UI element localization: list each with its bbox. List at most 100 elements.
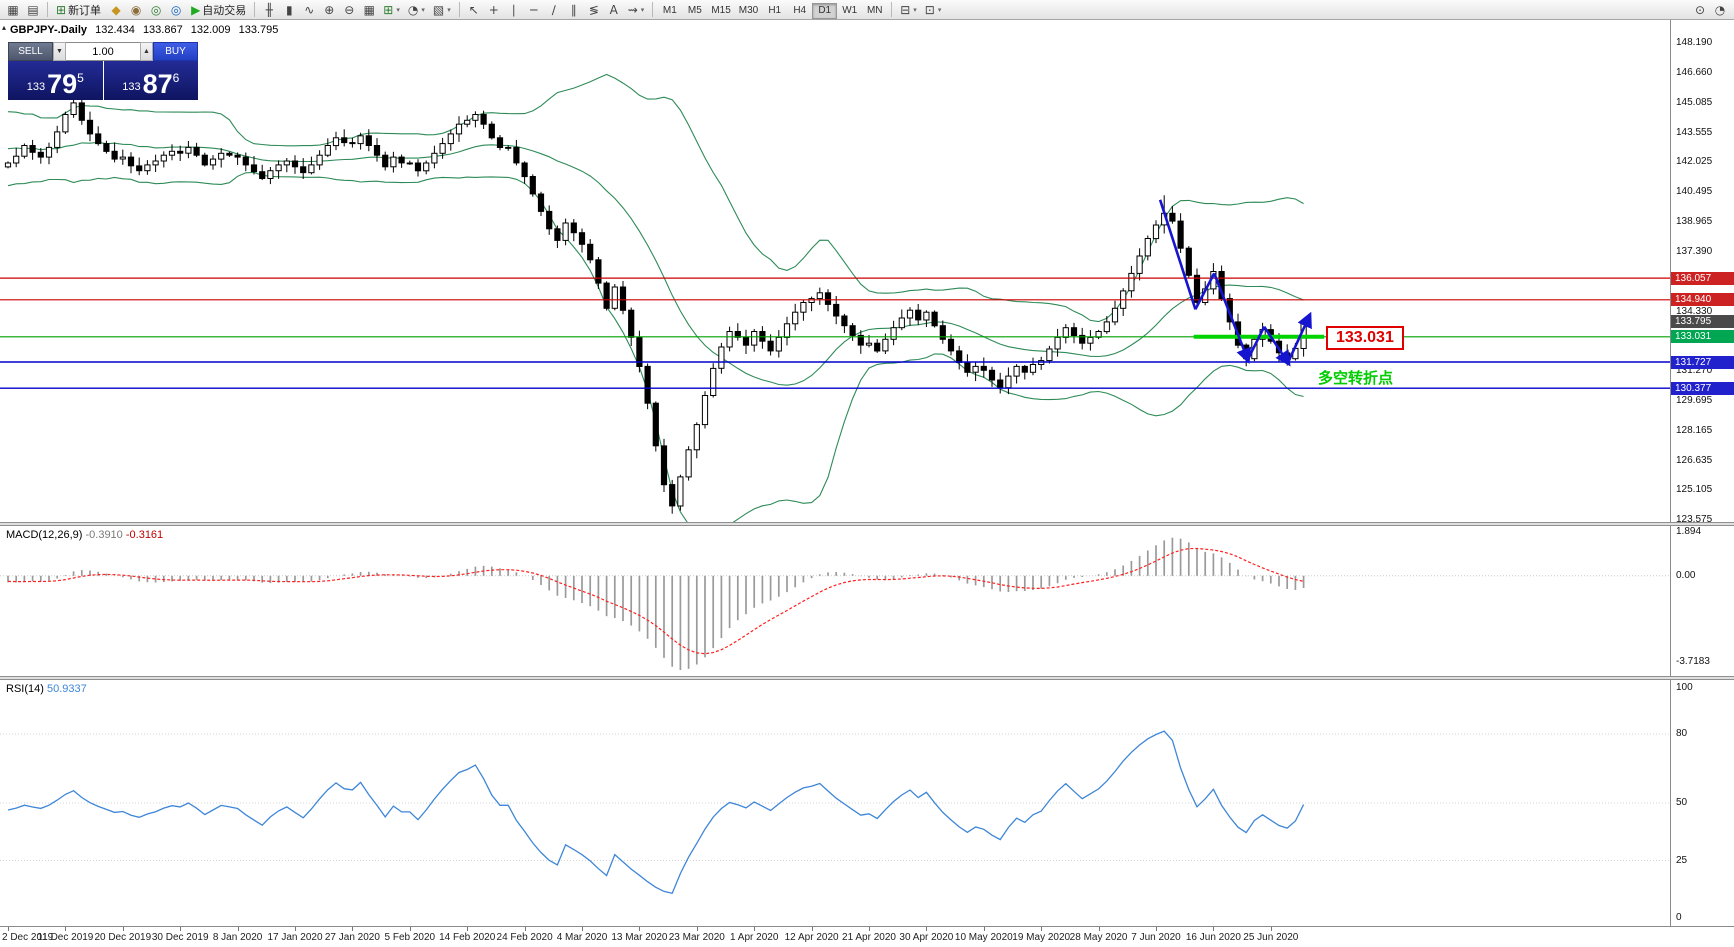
toolbar-separator bbox=[254, 2, 256, 17]
arrows-icon[interactable]: ⇝ ▾ bbox=[624, 1, 649, 19]
toolbar: ▦ ▤ ⊞ 新订单 ◆ ◉ ◎ ◎ ▶ 自动交易 ╫ ▮ ∿ ⊕ ⊖ ▦ ⊞ ▾ ◔ ▾ ▧ ▾ ↖ + ∣ ─ ∕ ∥… bbox=[0, 0, 1734, 20]
channel-icon: ∥ bbox=[570, 2, 577, 17]
main-chart-canvas[interactable] bbox=[0, 20, 1670, 522]
price-axis[interactable]: 148.190 146.660 145.085 143.555 142.025 140.4… bbox=[1670, 20, 1734, 525]
turning-point-note[interactable]: 多空转折点 bbox=[1318, 369, 1394, 387]
zigzag-arrows[interactable] bbox=[1158, 199, 1312, 367]
template-menu-icon[interactable]: ⊟ ▾ bbox=[896, 1, 921, 19]
one-click-collapse-button[interactable]: ▴ bbox=[2, 23, 7, 32]
new-order-button[interactable]: ⊞ 新订单 bbox=[52, 1, 105, 19]
rsi-label: RSI(14) 50.9337 bbox=[6, 683, 87, 695]
rsi-canvas[interactable] bbox=[0, 680, 1670, 926]
tile-windows-icon[interactable]: ▦ bbox=[359, 1, 379, 19]
alerts-icon[interactable]: ◉ bbox=[126, 1, 146, 19]
level-lines[interactable] bbox=[0, 277, 1670, 389]
bar-chart-icon[interactable]: ╫ bbox=[259, 1, 279, 19]
macd-canvas[interactable] bbox=[0, 526, 1670, 676]
autotrading-play-icon: ▶ bbox=[191, 2, 201, 17]
navigator-icon[interactable]: ◎ bbox=[166, 1, 186, 19]
timeframe-mn[interactable]: MN bbox=[862, 3, 887, 19]
search-icon[interactable]: ⊙ bbox=[1690, 1, 1710, 19]
date-label: 12 Apr 2020 bbox=[784, 932, 839, 943]
chart-profiles-icon[interactable]: ▤ bbox=[23, 1, 43, 19]
timeframe-d1[interactable]: D1 bbox=[812, 2, 838, 19]
sell-price-panel[interactable]: 133 79 5 bbox=[8, 61, 103, 100]
cursor-icon[interactable]: ↖ bbox=[464, 1, 484, 19]
timeframe-w1[interactable]: W1 bbox=[837, 3, 862, 19]
channel-icon[interactable]: ∥ bbox=[564, 1, 584, 19]
timeframe-m5[interactable]: M5 bbox=[682, 3, 707, 19]
timeframe-m15[interactable]: M15 bbox=[707, 3, 734, 19]
autotrading-button[interactable]: ▶ 自动交易 bbox=[187, 1, 250, 19]
metaeditor-icon[interactable]: ◆ bbox=[106, 1, 126, 19]
rsi-tick: 50 bbox=[1676, 797, 1688, 808]
date-tick bbox=[1041, 927, 1043, 931]
date-label: 11 Dec 2019 bbox=[37, 932, 94, 943]
main-chart-panel: ▴ GBPJPY-.Daily 132.434 133.867 132.009 … bbox=[0, 20, 1734, 525]
date-label: 17 Jan 2020 bbox=[267, 932, 323, 943]
sell-price-big: 79 bbox=[47, 69, 78, 99]
rsi-tick: 0 bbox=[1676, 912, 1682, 923]
volume-up-button[interactable]: ▲ bbox=[140, 42, 153, 61]
date-tick bbox=[409, 927, 411, 931]
price-callout[interactable]: 133.031 bbox=[1326, 325, 1404, 350]
buy-price-panel[interactable]: 133 87 6 bbox=[103, 61, 198, 100]
candlestick-chart-icon[interactable]: ▮ bbox=[279, 1, 299, 19]
fibonacci-icon: ≶ bbox=[588, 2, 599, 17]
timeframes-group: M1 M5 M15 M30 H1 H4 D1 W1 MN bbox=[657, 0, 887, 19]
periods-icon[interactable]: ◔ ▾ bbox=[404, 1, 429, 19]
date-label: 8 Jan 2020 bbox=[212, 932, 263, 943]
chart-title: GBPJPY-.Daily 132.434 133.867 132.009 13… bbox=[10, 24, 283, 36]
horizontal-line-icon[interactable]: ─ bbox=[524, 1, 544, 19]
zoom-out-icon: ⊖ bbox=[344, 2, 355, 17]
chart-profiles-icon: ▤ bbox=[27, 2, 39, 17]
date-label: 2 Dec 2019 bbox=[2, 932, 54, 943]
sell-button[interactable]: SELL bbox=[8, 42, 53, 61]
buy-button[interactable]: BUY bbox=[153, 42, 198, 61]
notifications-icon: ◔ bbox=[1714, 3, 1726, 17]
volume-input[interactable] bbox=[66, 43, 140, 60]
timeframe-m30[interactable]: M30 bbox=[735, 3, 762, 19]
panel-divider[interactable] bbox=[0, 522, 1734, 526]
high-value: 133.867 bbox=[142, 24, 183, 36]
rsi-name: RSI(14) bbox=[6, 683, 44, 695]
time-axis[interactable]: 2 Dec 2019 11 Dec 2019 20 Dec 2019 30 Dec 2… bbox=[0, 926, 1734, 947]
market-watch-icon[interactable]: ◎ bbox=[146, 1, 166, 19]
rsi-axis[interactable]: 100 80 50 25 0 bbox=[1670, 680, 1734, 926]
price-tick: 140.495 bbox=[1676, 186, 1713, 198]
text-icon[interactable]: A bbox=[604, 1, 624, 19]
indicators-icon[interactable]: ⊞ ▾ bbox=[379, 1, 404, 19]
crosshair-icon[interactable]: + bbox=[484, 1, 504, 19]
date-label: 30 Dec 2019 bbox=[151, 932, 209, 943]
notifications-icon[interactable]: ◔ bbox=[1710, 1, 1730, 19]
macd-panel: MACD(12,26,9) -0.3910 -0.3161 1.894 0.00 -… bbox=[0, 526, 1734, 676]
date-label: 30 Apr 2020 bbox=[899, 932, 954, 943]
price-tag-131.727: 131.727 bbox=[1671, 355, 1734, 369]
date-label: 4 Mar 2020 bbox=[556, 932, 608, 943]
chart-icons-group: ╫ ▮ ∿ ⊕ ⊖ ▦ ⊞ ▾ ◔ ▾ ▧ ▾ bbox=[259, 1, 454, 19]
date-tick bbox=[467, 927, 469, 931]
timeframe-h4[interactable]: H4 bbox=[787, 3, 812, 19]
macd-main-value: -0.3910 bbox=[85, 529, 123, 541]
one-click-prices-row: 133 79 5 133 87 6 bbox=[8, 61, 198, 100]
toolbar-separator bbox=[47, 2, 48, 17]
volume-down-button[interactable]: ▼ bbox=[53, 42, 66, 61]
price-tag-133.031: 133.031 bbox=[1671, 330, 1734, 344]
new-chart-icon[interactable]: ▦ bbox=[3, 1, 23, 19]
timeframe-h1[interactable]: H1 bbox=[762, 3, 787, 19]
templates-icon[interactable]: ▧ ▾ bbox=[429, 1, 455, 19]
line-chart-icon: ∿ bbox=[304, 2, 315, 17]
line-chart-icon[interactable]: ∿ bbox=[299, 1, 319, 19]
macd-axis[interactable]: 1.894 0.00 -3.7183 bbox=[1670, 526, 1734, 676]
vertical-line-icon[interactable]: ∣ bbox=[504, 1, 524, 19]
fibonacci-icon[interactable]: ≶ bbox=[584, 1, 604, 19]
zoom-out-icon[interactable]: ⊖ bbox=[339, 1, 359, 19]
profile-menu-icon[interactable]: ⊡ ▾ bbox=[921, 1, 946, 19]
rsi-tick: 25 bbox=[1676, 854, 1688, 866]
trendline-icon[interactable]: ∕ bbox=[544, 1, 564, 19]
timeframe-m1[interactable]: M1 bbox=[657, 3, 682, 19]
metaeditor-icon: ◆ bbox=[111, 2, 121, 17]
zoom-in-icon[interactable]: ⊕ bbox=[319, 1, 339, 19]
panel-divider[interactable] bbox=[0, 676, 1734, 680]
